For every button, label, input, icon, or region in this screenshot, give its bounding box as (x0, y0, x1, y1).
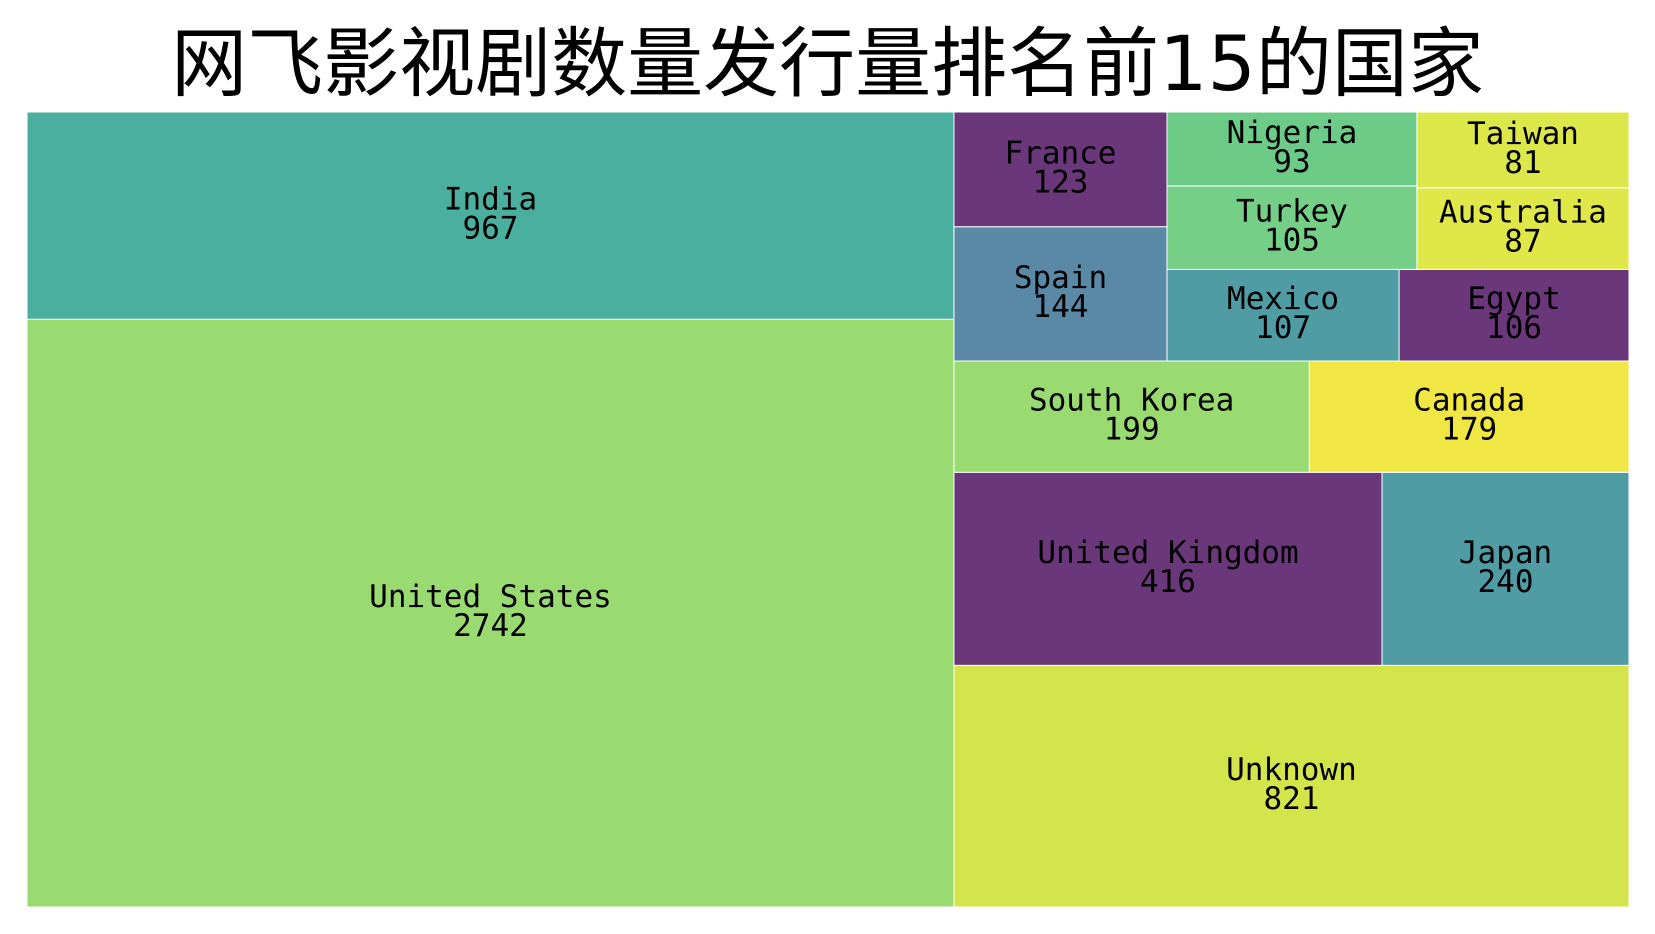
treemap-value-unknown: 821 (1263, 781, 1319, 817)
treemap-rect-egypt (1398, 268, 1630, 362)
treemap-rect-nigeria (1166, 111, 1418, 187)
treemap-rect-australia (1416, 187, 1630, 270)
treemap-label-spain: Spain (1014, 260, 1107, 296)
treemap-value-south-korea: 199 (1104, 412, 1160, 448)
treemap-label-france: France (1004, 135, 1116, 171)
treemap-value-france: 123 (1032, 164, 1088, 200)
treemap-value-turkey: 105 (1264, 223, 1320, 259)
treemap-rect-spain (953, 226, 1168, 362)
treemap-rect-mexico (1166, 268, 1400, 362)
treemap-value-taiwan: 81 (1504, 145, 1541, 181)
treemap-rect-unknown (953, 664, 1630, 908)
treemap-value-australia: 87 (1504, 224, 1541, 260)
treemap-rect-japan (1381, 471, 1630, 666)
treemap-label-india: India (444, 182, 537, 218)
treemap-value-united-kingdom: 416 (1140, 564, 1196, 600)
treemap-label-egypt: Egypt (1467, 281, 1560, 317)
treemap-value-spain: 144 (1032, 289, 1088, 325)
treemap-value-egypt: 106 (1486, 310, 1542, 346)
treemap-rect-united-kingdom (953, 471, 1383, 666)
treemap-rect-india (26, 111, 955, 320)
treemap-label-japan: Japan (1459, 535, 1552, 571)
treemap-rect-canada (1308, 360, 1630, 473)
treemap-label-south-korea: South Korea (1029, 383, 1234, 419)
treemap-rect-united-states (26, 318, 955, 908)
treemap-value-canada: 179 (1441, 412, 1497, 448)
treemap-rect-south-korea (953, 360, 1310, 473)
treemap-rect-france (953, 111, 1168, 228)
treemap-value-japan: 240 (1478, 564, 1534, 600)
treemap-label-taiwan: Taiwan (1467, 116, 1579, 152)
treemap-label-turkey: Turkey (1236, 194, 1348, 230)
treemap-label-united-states: United States (369, 579, 612, 615)
treemap-label-australia: Australia (1439, 195, 1607, 231)
treemap-value-india: 967 (462, 211, 518, 247)
treemap-value-nigeria: 93 (1273, 144, 1310, 180)
treemap-label-canada: Canada (1413, 383, 1525, 419)
treemap-value-united-states: 2742 (453, 608, 528, 644)
treemap-rect-taiwan (1416, 111, 1630, 189)
chart-title: 网飞影视剧数量发行量排名前15的国家 (171, 19, 1484, 108)
treemap-label-nigeria: Nigeria (1227, 115, 1358, 151)
treemap-label-united-kingdom: United Kingdom (1037, 535, 1298, 571)
treemap-label-mexico: Mexico (1227, 281, 1339, 317)
treemap-value-mexico: 107 (1255, 310, 1311, 346)
treemap-label-unknown: Unknown (1226, 752, 1357, 788)
